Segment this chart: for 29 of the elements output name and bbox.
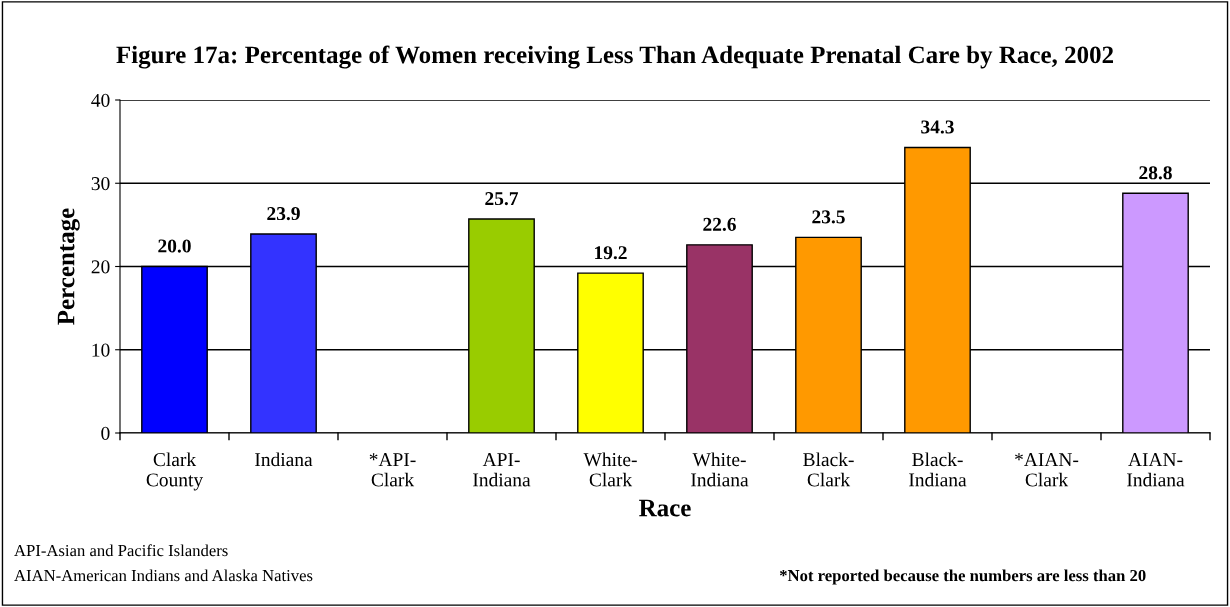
data-label: 20.0 xyxy=(158,239,191,253)
chart-title: Figure 17a: Percentage of Women receiving Less Than Adequate Prenatal Care by Race, 2002 xyxy=(116,45,1113,69)
x-tick-label: Black- Indiana xyxy=(909,452,967,487)
text: *Not reported because the numbers are less than 20 xyxy=(779,569,1146,585)
x-tick-label: White- Indiana xyxy=(691,452,749,487)
data-label: 25.7 xyxy=(485,192,519,206)
x-tick-label: *AIAN- Clark xyxy=(1015,453,1079,487)
text: API-Asian and Pacific Islanders xyxy=(14,544,228,557)
y-tick-label: 10 xyxy=(92,343,110,357)
x-tick-label: Clark County xyxy=(146,452,204,491)
x-tick-label: API- Indiana xyxy=(473,453,531,487)
x-tick-label: *API- Clark xyxy=(369,453,416,487)
x-tick-label: Indiana xyxy=(255,452,313,467)
x-tick-label: White- Clark xyxy=(583,452,637,487)
data-label: 19.2 xyxy=(595,246,627,260)
y-tick-label: 40 xyxy=(91,93,110,107)
x-tick-label: Black- Clark xyxy=(803,452,854,487)
y-tick-label: 0 xyxy=(101,426,110,440)
y-tick-label: 30 xyxy=(91,177,110,191)
data-label: 28.8 xyxy=(1139,166,1172,180)
y-tick-label: 20 xyxy=(91,260,110,274)
x-axis-title: Race xyxy=(639,499,691,517)
data-label: 23.5 xyxy=(812,210,845,224)
data-label: 23.9 xyxy=(267,207,300,221)
text: AIAN-American Indians and Alaska Natives xyxy=(14,569,313,582)
x-tick-label: AIAN- Indiana xyxy=(1127,453,1185,487)
data-label: 22.6 xyxy=(703,217,736,231)
data-label: 34.3 xyxy=(921,120,954,134)
y-axis-title: Percentage xyxy=(57,208,80,325)
